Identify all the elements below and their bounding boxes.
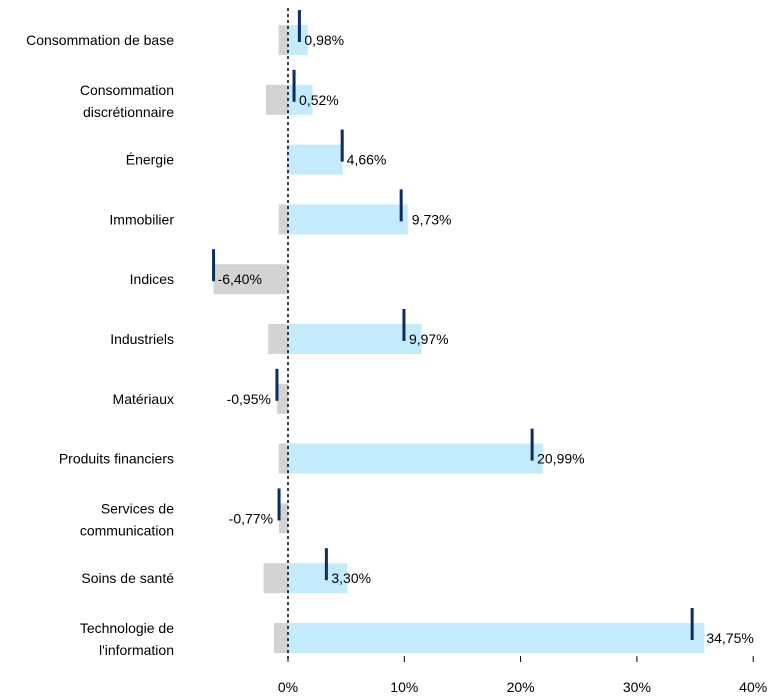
value-label: 20,99% [537, 451, 584, 467]
net-marker [340, 129, 344, 162]
value-label: 3,30% [331, 570, 371, 586]
negative-bar [268, 324, 288, 354]
category-label: Consommation discrétionnaire [80, 82, 174, 120]
value-label: 9,97% [409, 331, 449, 347]
net-marker [292, 69, 296, 102]
value-label: 4,66% [347, 152, 387, 168]
category-label: Matériaux [113, 391, 174, 407]
positive-bar [288, 324, 422, 354]
negative-bar [265, 84, 288, 115]
category-label: Consommation de base [26, 32, 174, 48]
net-marker [277, 488, 281, 521]
net-marker [212, 249, 216, 282]
x-axis: 0% 10% 20% 30% 40% [278, 656, 767, 695]
positive-bar [288, 623, 705, 653]
value-label: -0,77% [229, 510, 273, 526]
category-label: Énergie [126, 152, 174, 168]
value-label: -0,95% [227, 391, 271, 407]
x-tick-label: 10% [390, 679, 418, 695]
value-label: 0,98% [304, 32, 344, 48]
value-label: -6,40% [218, 271, 262, 287]
category-label: Indices [130, 271, 174, 287]
x-tick-label: 20% [507, 679, 535, 695]
positive-bar [288, 144, 343, 175]
negative-bar [278, 204, 288, 235]
negative-bars [213, 25, 288, 653]
value-label: 0,52% [299, 92, 339, 108]
positive-bar [288, 25, 308, 55]
category-label: Technologie de l'information [80, 620, 174, 658]
category-label: Produits financiers [59, 451, 174, 467]
negative-bar [278, 443, 288, 474]
positive-bar [288, 84, 313, 115]
value-label: 9,73% [412, 211, 452, 227]
negative-bar [213, 264, 288, 295]
category-label: Industriels [110, 331, 174, 347]
x-tick-label: 0% [278, 679, 298, 695]
x-tick-label: 40% [739, 679, 767, 695]
net-marker [399, 189, 403, 222]
positive-bar [288, 563, 348, 594]
net-marker [297, 10, 301, 42]
negative-bar [278, 25, 288, 55]
category-label: Services de communication [80, 500, 174, 538]
category-labels: Consommation de base Consommation discréti… [26, 32, 174, 658]
net-marker [402, 309, 406, 341]
negative-bar [274, 623, 288, 653]
value-labels: 0,98% 0,52% 4,66% 9,73% -6,40% 9,97% -0,95% 20,… [218, 32, 754, 646]
negative-bar [279, 503, 288, 534]
negative-bar [263, 563, 288, 594]
net-marker [530, 428, 534, 461]
positive-bar [288, 204, 408, 235]
negative-bar [276, 383, 288, 414]
net-markers [212, 10, 694, 640]
net-marker [324, 548, 328, 581]
x-tick-label: 30% [623, 679, 651, 695]
category-label: Soins de santé [81, 570, 174, 586]
positive-bars [288, 25, 705, 653]
category-label: Immobilier [109, 211, 174, 227]
net-marker [275, 368, 279, 401]
net-marker [690, 608, 694, 640]
positive-bar [288, 443, 543, 474]
value-label: 34,75% [706, 630, 753, 646]
